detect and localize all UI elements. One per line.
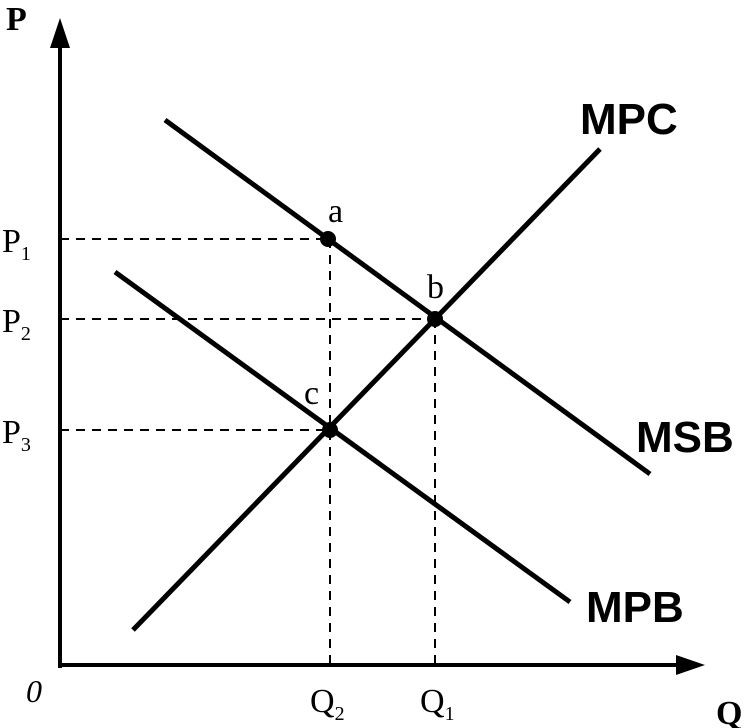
price-tick-p2-sub: 2	[21, 323, 31, 345]
price-tick-p2-main: P	[2, 303, 21, 340]
guide-lines	[60, 238, 436, 665]
point-c-label: c	[304, 375, 319, 412]
price-tick-p3-sub: 3	[21, 434, 31, 456]
price-tick-p2: P2	[2, 303, 31, 345]
mpb-label: MPB	[586, 583, 684, 632]
origin-label: 0	[26, 673, 42, 709]
quantity-tick-q2-sub: 2	[335, 703, 345, 725]
point-b-label: b	[427, 269, 444, 306]
price-tick-p1-sub: 1	[21, 243, 31, 265]
mpc-curve	[131, 147, 602, 632]
x-axis-title: Q	[716, 695, 742, 728]
price-tick-p1-main: P	[2, 223, 21, 260]
y-axis-arrow	[50, 18, 70, 48]
point-c	[322, 422, 338, 438]
price-tick-p3-main: P	[2, 414, 21, 451]
quantity-tick-q2-main: Q	[310, 683, 335, 720]
x-axis-arrow	[676, 655, 705, 675]
point-b	[427, 311, 443, 327]
msb-curve	[163, 117, 652, 477]
quantity-tick-q1-main: Q	[420, 683, 445, 720]
msb-label: MSB	[636, 413, 734, 462]
point-a	[320, 231, 336, 247]
axes	[58, 38, 690, 668]
mpb-curve	[113, 269, 572, 605]
point-a-label: a	[328, 193, 343, 230]
quantity-tick-q1: Q1	[420, 683, 455, 725]
y-axis-title: P	[6, 1, 27, 38]
price-tick-p3: P3	[2, 414, 31, 456]
quantity-tick-q1-sub: 1	[445, 703, 455, 725]
curves	[113, 117, 652, 632]
price-tick-p1: P1	[2, 223, 31, 265]
mpc-label: MPC	[580, 95, 678, 144]
quantity-tick-q2: Q2	[310, 683, 345, 725]
